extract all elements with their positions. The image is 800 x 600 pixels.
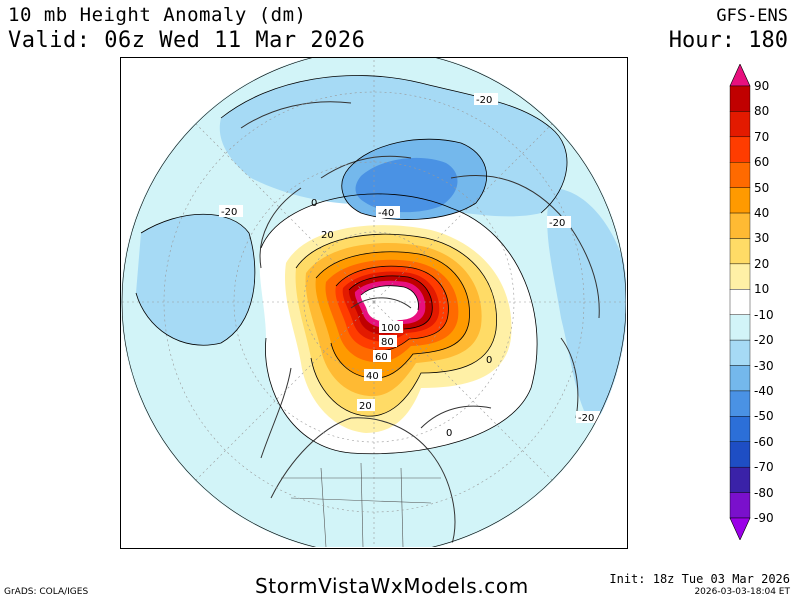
colorbar-label: -40 (754, 383, 774, 398)
contour-label: 0 (311, 198, 317, 209)
colorbar-bottom-arrow (729, 517, 751, 540)
contour-label: 40 (366, 371, 379, 382)
colorbar-label: 40 (754, 206, 770, 221)
colorbar-label: -50 (754, 409, 774, 424)
init-time: Init: 18z Tue 03 Mar 2026 (609, 572, 790, 586)
colorbar-label: 60 (754, 155, 770, 170)
colorbar-label: -60 (754, 434, 774, 449)
colorbar-swatch (729, 441, 751, 468)
colorbar (729, 64, 751, 540)
polar-map: -20 -20 -20 -20 -40 0 20 0 100 80 (121, 58, 626, 547)
chart-title: 10 mb Height Anomaly (dm) (8, 4, 307, 26)
colorbar-swatch (729, 136, 751, 163)
contour-label: 0 (486, 355, 492, 366)
contour-label: -20 (578, 413, 594, 424)
forecast-hour: Hour: 180 (668, 28, 788, 53)
colorbar-swatch (729, 339, 751, 366)
borders (281, 462, 441, 547)
colorbar-label: -80 (754, 485, 774, 500)
colorbar-label: -20 (754, 333, 774, 348)
contour-label: 20 (321, 230, 334, 241)
contour-label: 80 (381, 337, 394, 348)
colorbar-label: 80 (754, 104, 770, 119)
anomaly-neg-east (547, 188, 626, 423)
map-disc-outline (121, 58, 626, 547)
colorbar-swatch (729, 162, 751, 188)
colorbar-swatch (729, 492, 751, 519)
colorbar-label: 70 (754, 129, 770, 144)
colorbar-label: -10 (754, 307, 774, 322)
contour-label: 100 (381, 323, 400, 334)
contour-label: -40 (378, 208, 394, 219)
grads-credit: GrADS: COLA/IGES (4, 587, 89, 597)
colorbar-swatch (729, 314, 751, 341)
colorbar-swatch (729, 212, 751, 239)
colorbar-swatch (729, 466, 751, 493)
colorbar-label: 30 (754, 231, 770, 246)
colorbar-label: 50 (754, 180, 770, 195)
colorbar-label: 20 (754, 256, 770, 271)
contour-label: 60 (375, 352, 388, 363)
colorbar-swatch (729, 365, 751, 392)
contour-label: -20 (221, 207, 237, 218)
colorbar-swatch (729, 111, 751, 138)
site-name: StormVistaWxModels.com (255, 574, 529, 598)
map-frame: -20 -20 -20 -20 -40 0 20 0 100 80 (120, 57, 628, 549)
colorbar-swatch (729, 187, 751, 214)
contour-label: -20 (549, 218, 565, 229)
colorbar-swatch (729, 390, 751, 417)
anomaly-pos-core (360, 285, 419, 323)
generated-timestamp: 2026-03-03-18:04 ET (694, 587, 790, 597)
colorbar-swatch (729, 85, 751, 112)
contour-label: 0 (446, 428, 452, 439)
colorbar-top-arrow (729, 64, 751, 87)
colorbar-label: -90 (754, 511, 774, 525)
colorbar-swatch (729, 238, 751, 265)
contour-label: -20 (476, 95, 492, 106)
colorbar-label: -30 (754, 358, 774, 373)
contour-label-group: -20 -20 -20 -20 -40 0 20 0 100 80 (219, 93, 600, 439)
colorbar-label: 90 (754, 79, 770, 93)
model-name: GFS-ENS (716, 6, 788, 26)
colorbar-swatch (729, 263, 751, 290)
anomaly-neg-core-inner (355, 157, 458, 213)
contour-label: 20 (359, 401, 372, 412)
anomaly-neg-west (136, 214, 255, 346)
colorbar-swatch (729, 416, 751, 442)
colorbar-label: -70 (754, 460, 774, 475)
colorbar-label: 10 (754, 282, 770, 297)
valid-time: Valid: 06z Wed 11 Mar 2026 (8, 28, 366, 53)
latlon-grid (121, 58, 626, 547)
continents (240, 101, 600, 547)
colorbar-swatch (729, 289, 751, 315)
